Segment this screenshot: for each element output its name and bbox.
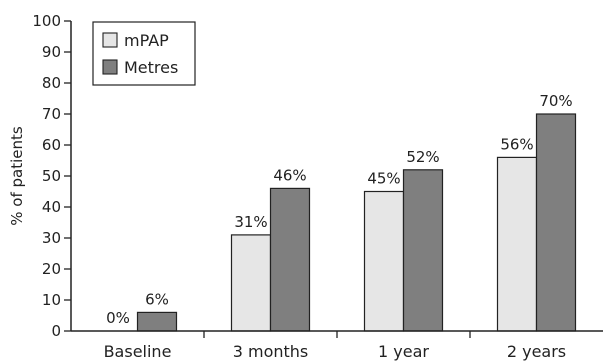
data-label: 0% [106,309,130,327]
data-label: 56% [500,135,533,153]
data-label: 31% [234,213,267,231]
y-tick-label: 50 [42,167,61,185]
legend: mPAP Metres [92,21,196,86]
x-tick-label: 3 months [233,342,309,361]
data-label: 52% [406,148,439,166]
x-axis-ticks: Baseline 3 months 1 year 2 years [104,331,566,361]
legend-label: Metres [124,58,178,77]
bars [136,113,577,332]
y-tick-label: 30 [42,229,61,247]
y-tick-label: 10 [42,291,61,309]
y-tick-label: 90 [42,43,61,61]
data-label: 70% [539,92,572,110]
y-axis-title: % of patients [8,126,26,226]
bar-metres [136,311,178,332]
bar-mpap [363,190,405,332]
y-tick-label: 0 [51,322,61,340]
data-label: 6% [145,290,169,308]
data-label: 45% [367,170,400,188]
bar-metres [402,169,444,332]
bar-metres [269,187,311,332]
y-tick-label: 20 [42,260,61,278]
y-axis-ticks: 0 10 20 30 40 50 60 70 80 90 100 [32,12,71,340]
legend-swatch [102,59,118,75]
legend-label: mPAP [124,31,169,50]
y-tick-label: 80 [42,74,61,92]
data-labels: 0% 6% 31% 46% 45% 52% 56% 70% [106,92,573,327]
y-tick-label: 40 [42,198,61,216]
bar-mpap [496,156,538,332]
legend-swatch [102,32,118,48]
x-tick-label: 2 years [507,342,566,361]
y-tick-label: 60 [42,136,61,154]
x-tick-label: Baseline [104,342,172,361]
bar-metres [535,113,577,332]
y-tick-label: 100 [32,12,61,30]
bar-mpap [230,234,272,332]
y-tick-label: 70 [42,105,61,123]
data-label: 46% [273,166,306,184]
x-tick-label: 1 year [378,342,429,361]
